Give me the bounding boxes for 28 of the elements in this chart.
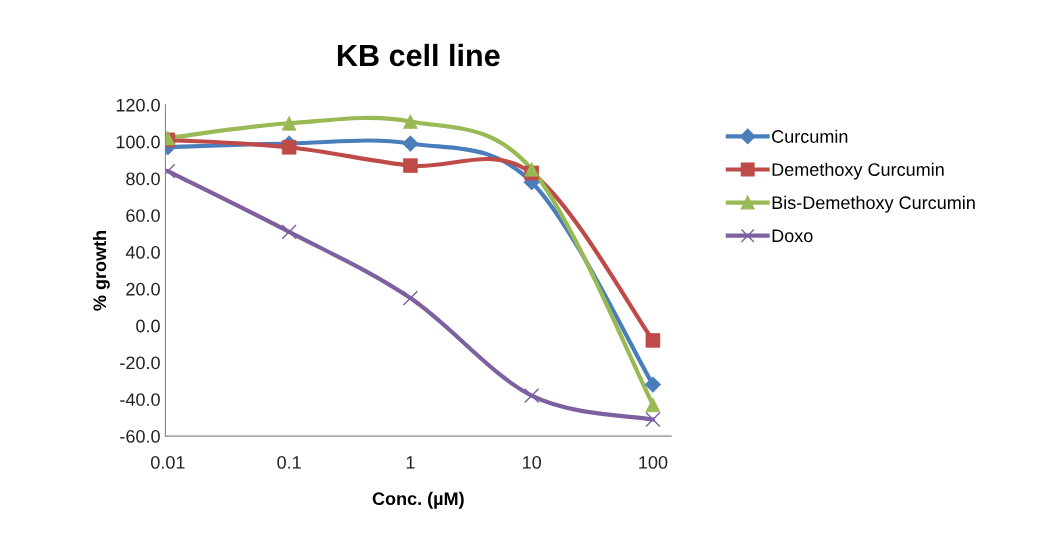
y-tick-label: 80.0 [126, 172, 160, 186]
x-axis-title: Conc. (µM) [372, 491, 464, 509]
point [645, 411, 661, 428]
legend-label: Demethoxy Curcumin [772, 162, 944, 180]
point [644, 376, 662, 393]
legend-label: Bis-Demethoxy Curcumin [772, 195, 975, 213]
y-tick-label: 120.0 [116, 98, 160, 112]
y-tick-label: -60.0 [120, 430, 160, 443]
legend-label: Doxo [772, 229, 813, 243]
x-tick-label: 1 [406, 456, 415, 469]
point [524, 387, 540, 404]
x-tick-label: 10 [523, 456, 541, 469]
y-tick-label: -40.0 [120, 393, 160, 406]
point [402, 290, 419, 306]
y-tick-label: -20.0 [120, 356, 160, 370]
y-tick-label: 20.0 [126, 282, 160, 296]
x-tick-label: 0.1 [277, 456, 301, 469]
y-tick-label: 40.0 [125, 246, 160, 259]
x-tick-label: 0.01 [150, 456, 185, 469]
y-axis-title: % growth [92, 230, 110, 311]
point [645, 333, 661, 348]
y-tick-label: 100.0 [116, 135, 160, 149]
x-tick-label: 100 [639, 456, 668, 469]
point [281, 224, 297, 240]
y-tick-label: 0.0 [136, 319, 160, 333]
chart-title: KB cell line [337, 43, 500, 67]
legend-label: Curcumin [772, 129, 848, 143]
y-tick-label: 60.0 [126, 209, 160, 222]
